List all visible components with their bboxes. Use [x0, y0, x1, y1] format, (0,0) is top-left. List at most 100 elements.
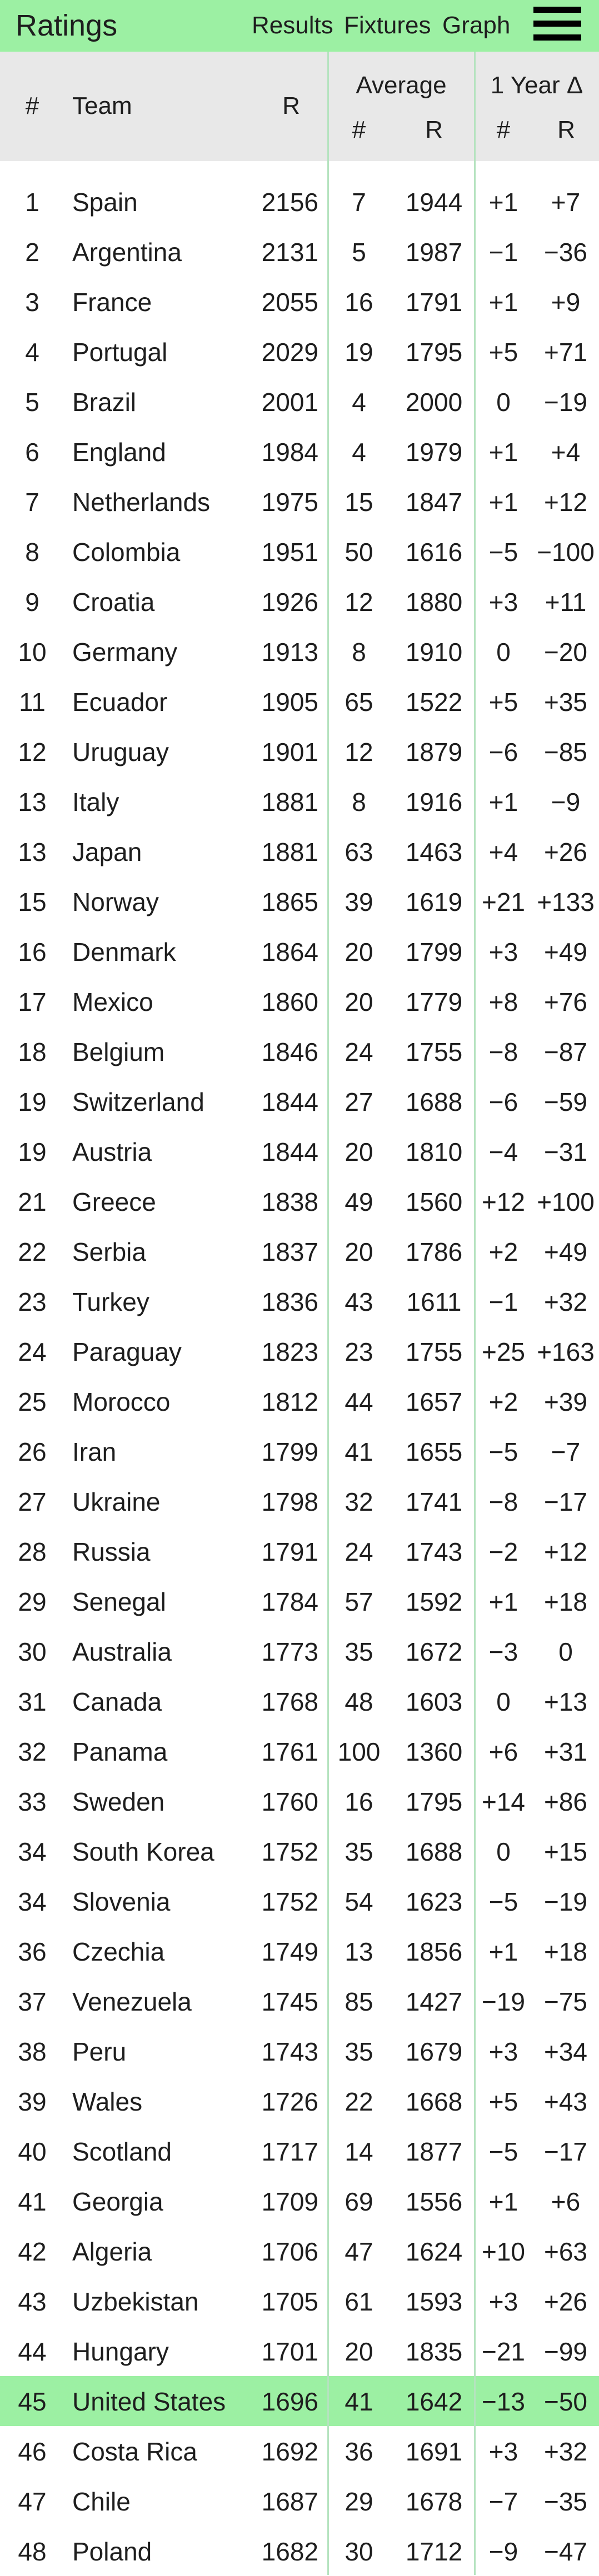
- table-row[interactable]: 38 Peru 1743 35 1679 +3 +34: [0, 2026, 599, 2076]
- team-name-cell[interactable]: Poland: [72, 2537, 152, 2566]
- team-name-cell[interactable]: Ecuador: [72, 688, 168, 716]
- team-name-cell[interactable]: Venezuela: [72, 1987, 192, 2016]
- team-name-cell[interactable]: Denmark: [72, 938, 176, 966]
- team-name-cell[interactable]: Costa Rica: [72, 2437, 197, 2466]
- table-row[interactable]: 21 Greece 1838 49 1560 +12 +100: [0, 1176, 599, 1226]
- hamburger-menu-icon[interactable]: [533, 6, 581, 41]
- team-name-cell[interactable]: Switzerland: [72, 1087, 204, 1116]
- table-row[interactable]: 42 Algeria 1706 47 1624 +10 +63: [0, 2226, 599, 2276]
- table-row[interactable]: 6 England 1984 4 1979 +1 +4: [0, 427, 599, 477]
- team-name-cell[interactable]: Japan: [72, 838, 142, 866]
- team-name-cell[interactable]: Panama: [72, 1737, 168, 1766]
- table-row[interactable]: 34 South Korea 1752 35 1688 0 +15: [0, 1826, 599, 1876]
- table-row[interactable]: 29 Senegal 1784 57 1592 +1 +18: [0, 1576, 599, 1626]
- team-name-cell[interactable]: Belgium: [72, 1038, 165, 1066]
- team-name-cell[interactable]: Iran: [72, 1437, 117, 1466]
- table-row[interactable]: 11 Ecuador 1905 65 1522 +5 +35: [0, 676, 599, 726]
- table-row[interactable]: 36 Czechia 1749 13 1856 +1 +18: [0, 1926, 599, 1976]
- team-name-cell[interactable]: Algeria: [72, 2237, 152, 2266]
- table-row[interactable]: 24 Paraguay 1823 23 1755 +25 +163: [0, 1326, 599, 1376]
- team-name-cell[interactable]: Paraguay: [72, 1337, 182, 1366]
- team-name-cell[interactable]: Greece: [72, 1187, 156, 1216]
- table-row[interactable]: 34 Slovenia 1752 54 1623 −5 −19: [0, 1876, 599, 1926]
- table-row[interactable]: 30 Australia 1773 35 1672 −3 0: [0, 1626, 599, 1676]
- page-title[interactable]: Ratings: [16, 9, 118, 42]
- table-row[interactable]: 7 Netherlands 1975 15 1847 +1 +12: [0, 477, 599, 527]
- team-name-cell[interactable]: France: [72, 288, 152, 317]
- team-name-cell[interactable]: Chile: [72, 2487, 131, 2516]
- team-name-cell[interactable]: Serbia: [72, 1237, 146, 1266]
- team-name-cell[interactable]: Argentina: [72, 238, 182, 267]
- team-name-cell[interactable]: Sweden: [72, 1787, 165, 1816]
- table-row[interactable]: 40 Scotland 1717 14 1877 −5 −17: [0, 2126, 599, 2176]
- table-row[interactable]: 8 Colombia 1951 50 1616 −5 −100: [0, 527, 599, 577]
- team-name-cell[interactable]: Portugal: [72, 338, 168, 367]
- team-name-cell[interactable]: South Korea: [72, 1837, 214, 1866]
- table-row[interactable]: 27 Ukraine 1798 32 1741 −8 −17: [0, 1476, 599, 1526]
- team-name-cell[interactable]: Mexico: [72, 988, 153, 1016]
- team-name-cell[interactable]: Russia: [72, 1537, 151, 1566]
- table-row[interactable]: 33 Sweden 1760 16 1795 +14 +86: [0, 1776, 599, 1826]
- table-row[interactable]: 17 Mexico 1860 20 1779 +8 +76: [0, 976, 599, 1026]
- team-name-cell[interactable]: Canada: [72, 1687, 162, 1716]
- team-name-cell[interactable]: Turkey: [72, 1287, 149, 1316]
- table-row[interactable]: 1 Spain 2156 7 1944 +1 +7: [0, 177, 599, 227]
- team-name-cell[interactable]: Scotland: [72, 2137, 172, 2166]
- table-row[interactable]: 46 Costa Rica 1692 36 1691 +3 +32: [0, 2426, 599, 2476]
- table-row[interactable]: 48 Poland 1682 30 1712 −9 −47: [0, 2526, 599, 2576]
- table-row[interactable]: 32 Panama 1761 100 1360 +6 +31: [0, 1726, 599, 1776]
- table-row[interactable]: 25 Morocco 1812 44 1657 +2 +39: [0, 1376, 599, 1426]
- table-row[interactable]: 16 Denmark 1864 20 1799 +3 +49: [0, 926, 599, 976]
- nav-graph-link[interactable]: Graph: [442, 12, 511, 39]
- team-name-cell[interactable]: Peru: [72, 2037, 127, 2066]
- table-row[interactable]: 18 Belgium 1846 24 1755 −8 −87: [0, 1026, 599, 1076]
- team-name-cell[interactable]: Wales: [72, 2087, 143, 2116]
- table-row[interactable]: 13 Japan 1881 63 1463 +4 +26: [0, 826, 599, 876]
- team-name-cell[interactable]: United States: [72, 2387, 226, 2416]
- team-name-cell[interactable]: Italy: [72, 788, 119, 816]
- team-name-cell[interactable]: Slovenia: [72, 1887, 171, 1916]
- nav-results-link[interactable]: Results: [252, 12, 333, 39]
- header-average-rank[interactable]: #: [352, 116, 366, 143]
- table-row[interactable]: 23 Turkey 1836 43 1611 −1 +32: [0, 1276, 599, 1326]
- table-row[interactable]: 5 Brazil 2001 4 2000 0 −19: [0, 377, 599, 427]
- table-row[interactable]: 15 Norway 1865 39 1619 +21 +133: [0, 876, 599, 926]
- table-row[interactable]: 3 France 2055 16 1791 +1 +9: [0, 277, 599, 327]
- table-row[interactable]: 43 Uzbekistan 1705 61 1593 +3 +26: [0, 2276, 599, 2326]
- table-row[interactable]: 2 Argentina 2131 5 1987 −1 −36: [0, 227, 599, 277]
- team-name-cell[interactable]: Croatia: [72, 588, 155, 617]
- team-name-cell[interactable]: Senegal: [72, 1587, 166, 1616]
- team-name-cell[interactable]: Uzbekistan: [72, 2287, 199, 2316]
- nav-fixtures-link[interactable]: Fixtures: [344, 12, 431, 39]
- table-row[interactable]: 44 Hungary 1701 20 1835 −21 −99: [0, 2326, 599, 2376]
- team-name-cell[interactable]: Brazil: [72, 388, 137, 417]
- team-name-cell[interactable]: Norway: [72, 888, 159, 916]
- table-row[interactable]: 19 Switzerland 1844 27 1688 −6 −59: [0, 1076, 599, 1126]
- table-row[interactable]: 12 Uruguay 1901 12 1879 −6 −85: [0, 726, 599, 776]
- team-name-cell[interactable]: Uruguay: [72, 738, 169, 766]
- team-name-cell[interactable]: Germany: [72, 638, 178, 666]
- table-row[interactable]: 31 Canada 1768 48 1603 0 +13: [0, 1676, 599, 1726]
- table-row[interactable]: 22 Serbia 1837 20 1786 +2 +49: [0, 1226, 599, 1276]
- header-average-rating[interactable]: R: [425, 116, 443, 143]
- team-name-cell[interactable]: Australia: [72, 1637, 172, 1666]
- table-row[interactable]: 37 Venezuela 1745 85 1427 −19 −75: [0, 1976, 599, 2026]
- table-row[interactable]: 4 Portugal 2029 19 1795 +5 +71: [0, 327, 599, 377]
- table-row[interactable]: 10 Germany 1913 8 1910 0 −20: [0, 627, 599, 676]
- team-name-cell[interactable]: Ukraine: [72, 1487, 161, 1516]
- team-name-cell[interactable]: Hungary: [72, 2337, 169, 2366]
- team-name-cell[interactable]: England: [72, 438, 166, 467]
- team-name-cell[interactable]: Czechia: [72, 1937, 165, 1966]
- table-row[interactable]: 9 Croatia 1926 12 1880 +3 +11: [0, 577, 599, 627]
- header-team[interactable]: Team: [72, 92, 132, 119]
- team-name-cell[interactable]: Georgia: [72, 2187, 163, 2216]
- table-row-highlighted[interactable]: 45 United States 1696 41 1642 −13 −50: [0, 2376, 599, 2426]
- table-row[interactable]: 39 Wales 1726 22 1668 +5 +43: [0, 2076, 599, 2126]
- team-name-cell[interactable]: Morocco: [72, 1387, 171, 1416]
- table-row[interactable]: 28 Russia 1791 24 1743 −2 +12: [0, 1526, 599, 1576]
- header-rank[interactable]: #: [25, 92, 39, 119]
- header-one-year-rating[interactable]: R: [557, 116, 575, 143]
- table-row[interactable]: 47 Chile 1687 29 1678 −7 −35: [0, 2476, 599, 2526]
- team-name-cell[interactable]: Netherlands: [72, 488, 211, 517]
- table-row[interactable]: 41 Georgia 1709 69 1556 +1 +6: [0, 2176, 599, 2226]
